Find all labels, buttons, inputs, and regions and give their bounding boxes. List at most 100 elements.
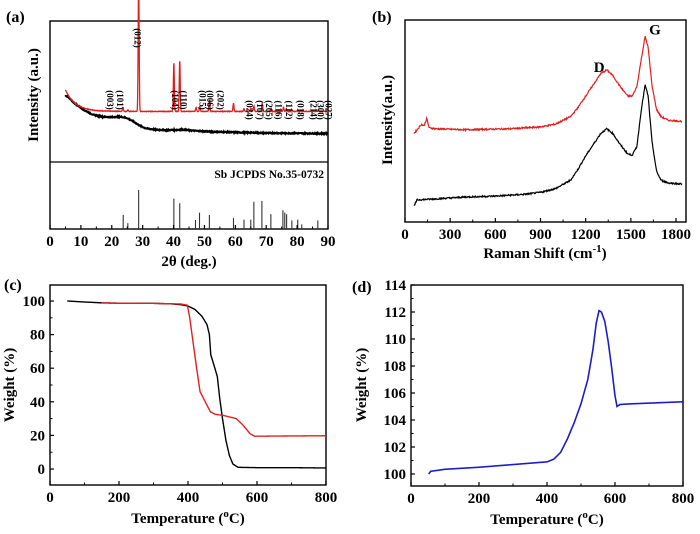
peak-label: (006) <box>205 90 215 110</box>
series-black-pattern <box>64 94 329 137</box>
x-axis-title-b-main: Raman Shift (cm <box>483 246 593 262</box>
y-axis-title-d: Weight (%) <box>354 348 370 423</box>
d-xtick-label: 800 <box>672 491 695 507</box>
panel-c-tga: (c) 0 200 400 600 800 0 20 40 60 80 100 Temperatur… <box>2 277 337 527</box>
d-ytick-label: 110 <box>384 332 406 348</box>
x-ticks-b: 0 300 600 900 1200 1500 1800 <box>401 218 691 243</box>
plot-frame-d <box>410 284 684 487</box>
peak-label: (104) <box>170 90 180 110</box>
d-xtick-label: 600 <box>604 491 627 507</box>
d-ytick-label: 112 <box>384 305 406 321</box>
c-xtick-label: 600 <box>246 490 269 506</box>
b-xtick-label: 900 <box>529 227 552 243</box>
d-ytick-label: 108 <box>384 359 407 375</box>
x-axis-title-c-sup: o <box>223 508 229 520</box>
peak-label: (112) <box>284 101 294 120</box>
peak-label: (018) <box>296 100 306 120</box>
peak-label: (205) <box>264 100 274 120</box>
x-axis-title-c: Temperature (oC) <box>131 508 244 527</box>
band-annotations: DG <box>594 22 661 75</box>
reference-label: Sb JCPDS No.35-0732 <box>214 169 324 181</box>
b-xtick-label: 1500 <box>616 227 646 243</box>
d-xtick-label: 400 <box>536 491 559 507</box>
peak-label: (202) <box>216 90 226 110</box>
c-ytick-label: 100 <box>23 294 46 310</box>
x-axis-title-d: Temperature (oC) <box>490 509 603 528</box>
b-xtick-label: 600 <box>484 227 507 243</box>
a-xtick-label: 40 <box>166 234 181 250</box>
y-axis-title-c: Weight (%) <box>2 348 18 423</box>
plot-frame-c <box>49 284 327 486</box>
peak-label: (012) <box>133 28 143 48</box>
reference-sticks <box>122 190 319 229</box>
a-xtick-label: 60 <box>228 234 243 250</box>
d-xtick-label: 0 <box>407 491 415 507</box>
d-ytick-label: 106 <box>384 386 407 402</box>
panel-label-b: (b) <box>372 9 392 26</box>
peak-label: (101) <box>115 90 125 110</box>
plot-frame-b <box>404 19 687 223</box>
series-red-tga <box>101 302 326 437</box>
c-xtick-label: 0 <box>46 490 54 506</box>
panel-label-d: (d) <box>352 279 372 296</box>
c-ytick-label: 60 <box>30 361 45 377</box>
c-ytick-label: 20 <box>30 428 45 444</box>
peak-label: (110) <box>179 91 189 110</box>
x-axis-title-d-end: C) <box>588 512 604 528</box>
a-xtick-label: 10 <box>73 234 88 250</box>
series-black-tga <box>67 300 326 469</box>
y-axis-title-a: Intensity (a.u.) <box>26 48 42 142</box>
peak-label: (024) <box>245 100 255 120</box>
x-axis-title-b-sup: -1 <box>593 243 602 255</box>
a-xtick-label: 70 <box>259 234 274 250</box>
x-axis-title-b-end: ) <box>602 246 607 262</box>
band-label-G: G <box>649 22 661 38</box>
peak-label: (027) <box>323 100 333 120</box>
ticks-d: 0 200 400 600 800 100 102 104 106 108 110 112 114 <box>384 278 695 507</box>
panel-label-c: (c) <box>4 277 22 294</box>
b-xtick-label: 300 <box>439 227 462 243</box>
x-axis-title-d-sup: o <box>582 509 588 521</box>
panel-label-a: (a) <box>6 9 25 26</box>
b-xtick-label: 1200 <box>571 227 601 243</box>
a-xtick-label: 20 <box>104 234 119 250</box>
x-axis-title-a: 2θ (deg.) <box>161 254 216 270</box>
d-ytick-label: 102 <box>384 440 407 456</box>
c-xtick-label: 800 <box>315 490 338 506</box>
series-red-pattern <box>64 0 329 114</box>
peak-label: (116) <box>273 101 283 120</box>
band-label-D: D <box>594 60 605 76</box>
a-xtick-label: 80 <box>290 234 305 250</box>
b-xtick-label: 0 <box>401 227 409 243</box>
a-xtick-label: 0 <box>46 234 54 250</box>
d-ytick-label: 114 <box>384 278 406 294</box>
d-ytick-label: 104 <box>384 413 407 429</box>
x-axis-title-b: Raman Shift (cm-1) <box>483 243 606 262</box>
c-ytick-label: 0 <box>38 462 46 478</box>
d-xtick-label: 200 <box>468 491 491 507</box>
peak-label: (214) <box>309 100 319 120</box>
y-axis-title-b: Intensity(a.u.) <box>380 75 396 165</box>
c-ytick-label: 40 <box>30 395 45 411</box>
peak-label: (003) <box>105 90 115 110</box>
peak-label: (015) <box>198 90 208 110</box>
ticks-c: 0 200 400 600 800 0 20 40 60 80 100 <box>23 294 338 506</box>
b-xtick-label: 1800 <box>661 227 691 243</box>
series-black-spectrum <box>413 84 683 206</box>
panel-b-raman: (b) DG 0 300 600 900 1200 1500 1800 Raman Shif… <box>372 9 691 262</box>
d-ytick-label: 100 <box>384 467 407 483</box>
x-ticks-a: 0 10 20 30 40 50 60 70 80 90 <box>46 225 336 250</box>
a-xtick-label: 90 <box>321 234 336 250</box>
c-xtick-label: 400 <box>177 490 200 506</box>
peak-labels: (003) (101) (012) (104)(110) (015)(006) (202)… <box>105 28 333 120</box>
series-red-spectrum <box>413 36 683 134</box>
series-blue-tga <box>428 309 684 475</box>
panel-d-tga: (d) 0 200 400 600 800 100 102 104 106 108 110 112 11… <box>352 278 694 528</box>
x-axis-title-d-main: Temperature ( <box>490 512 582 528</box>
panel-a-xrd: (a) Sb JCPDS No.35-0732 (003) (101)(012)(… <box>6 0 336 270</box>
a-xtick-label: 30 <box>135 234 150 250</box>
x-axis-title-c-main: Temperature ( <box>131 511 223 527</box>
peak-label: (300) <box>316 100 326 120</box>
a-xtick-label: 50 <box>197 234 212 250</box>
